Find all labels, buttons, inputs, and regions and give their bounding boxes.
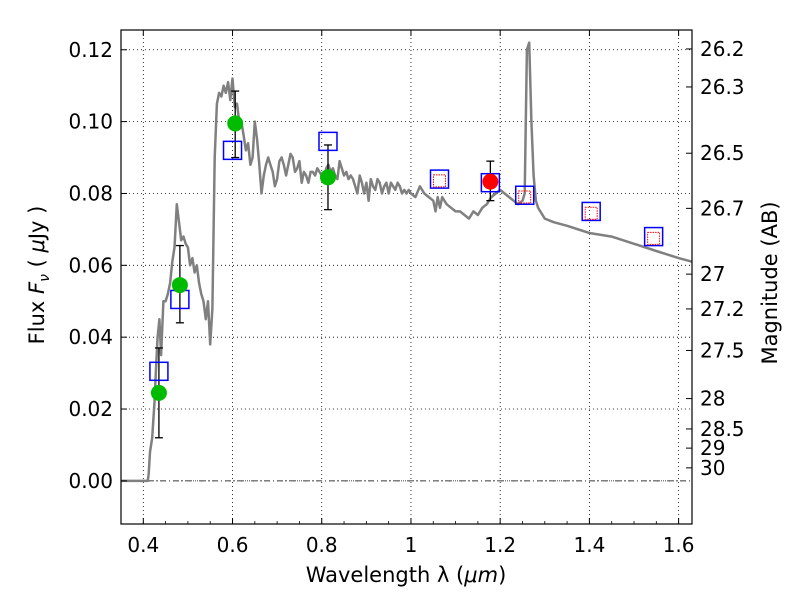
model-band-square xyxy=(429,169,450,189)
magnitude-tick-label: 26.2 xyxy=(700,37,745,61)
model-band-inner-square xyxy=(433,174,447,188)
y-tick-label: 0.06 xyxy=(68,253,113,277)
x-tick-label: 1 xyxy=(405,533,418,557)
plot-frame xyxy=(120,29,693,525)
model-band-square xyxy=(222,140,243,161)
y-axis-label: Flux Fν ( μJy ) xyxy=(25,206,53,345)
y-tick-label: 0.10 xyxy=(68,110,113,134)
magnitude-tick-label: 26.5 xyxy=(700,141,745,165)
model-band-square xyxy=(149,361,169,382)
y-tick-label: 0.12 xyxy=(68,38,113,62)
observed-flux-point-red xyxy=(482,173,499,190)
error-bars xyxy=(154,90,495,439)
x-axis-label: Wavelength λ (μm) xyxy=(306,563,507,587)
grid-lines xyxy=(121,30,692,524)
model-band-inner-square xyxy=(584,206,598,220)
y-tick-label: 0.04 xyxy=(68,325,113,349)
magnitude-tick-label: 26.3 xyxy=(700,75,745,99)
axis-ticks: 0.4 0.6 0.8 1 1.2 1.4 1.6 0.00 0.02 0.04 0.06 0.08 0… xyxy=(68,30,745,557)
x-tick-label: 1.2 xyxy=(484,533,516,557)
magnitude-tick-label: 28 xyxy=(700,387,725,411)
observed-flux-point xyxy=(171,277,188,294)
magnitude-tick-label: 27.5 xyxy=(700,338,745,362)
y-tick-label: 0.02 xyxy=(68,397,113,421)
model-band-inner-square xyxy=(518,190,532,204)
x-tick-label: 0.6 xyxy=(217,533,249,557)
model-band-inner-square xyxy=(647,231,661,245)
observed-flux-point xyxy=(319,169,336,186)
magnitude-tick-label: 27.2 xyxy=(700,297,745,321)
x-tick-label: 0.4 xyxy=(127,533,159,557)
magnitude-tick-label: 29 xyxy=(700,436,725,460)
model-band-square xyxy=(514,185,535,206)
model-band-square xyxy=(643,226,664,247)
x-tick-label: 1.6 xyxy=(663,533,695,557)
magnitude-tick-label: 26.7 xyxy=(700,196,745,220)
x-tick-label: 1.4 xyxy=(573,533,605,557)
x-tick-label: 0.8 xyxy=(306,533,338,557)
magnitude-tick-label: 30 xyxy=(700,456,725,480)
model-band-square xyxy=(581,201,601,222)
y-tick-label: 0.00 xyxy=(68,469,113,493)
magnitude-axis-label: Magnitude (AB) xyxy=(758,201,782,364)
magnitude-tick-label: 27 xyxy=(700,262,725,286)
y-tick-label: 0.08 xyxy=(68,181,113,205)
observed-flux-point xyxy=(227,115,244,132)
magnitude-tick-label: 28.5 xyxy=(700,417,745,441)
sed-model-layer xyxy=(121,41,693,483)
model-band-square xyxy=(318,131,338,152)
data-points xyxy=(149,115,664,401)
sed-model-line xyxy=(121,41,693,483)
observed-flux-point xyxy=(150,384,167,401)
